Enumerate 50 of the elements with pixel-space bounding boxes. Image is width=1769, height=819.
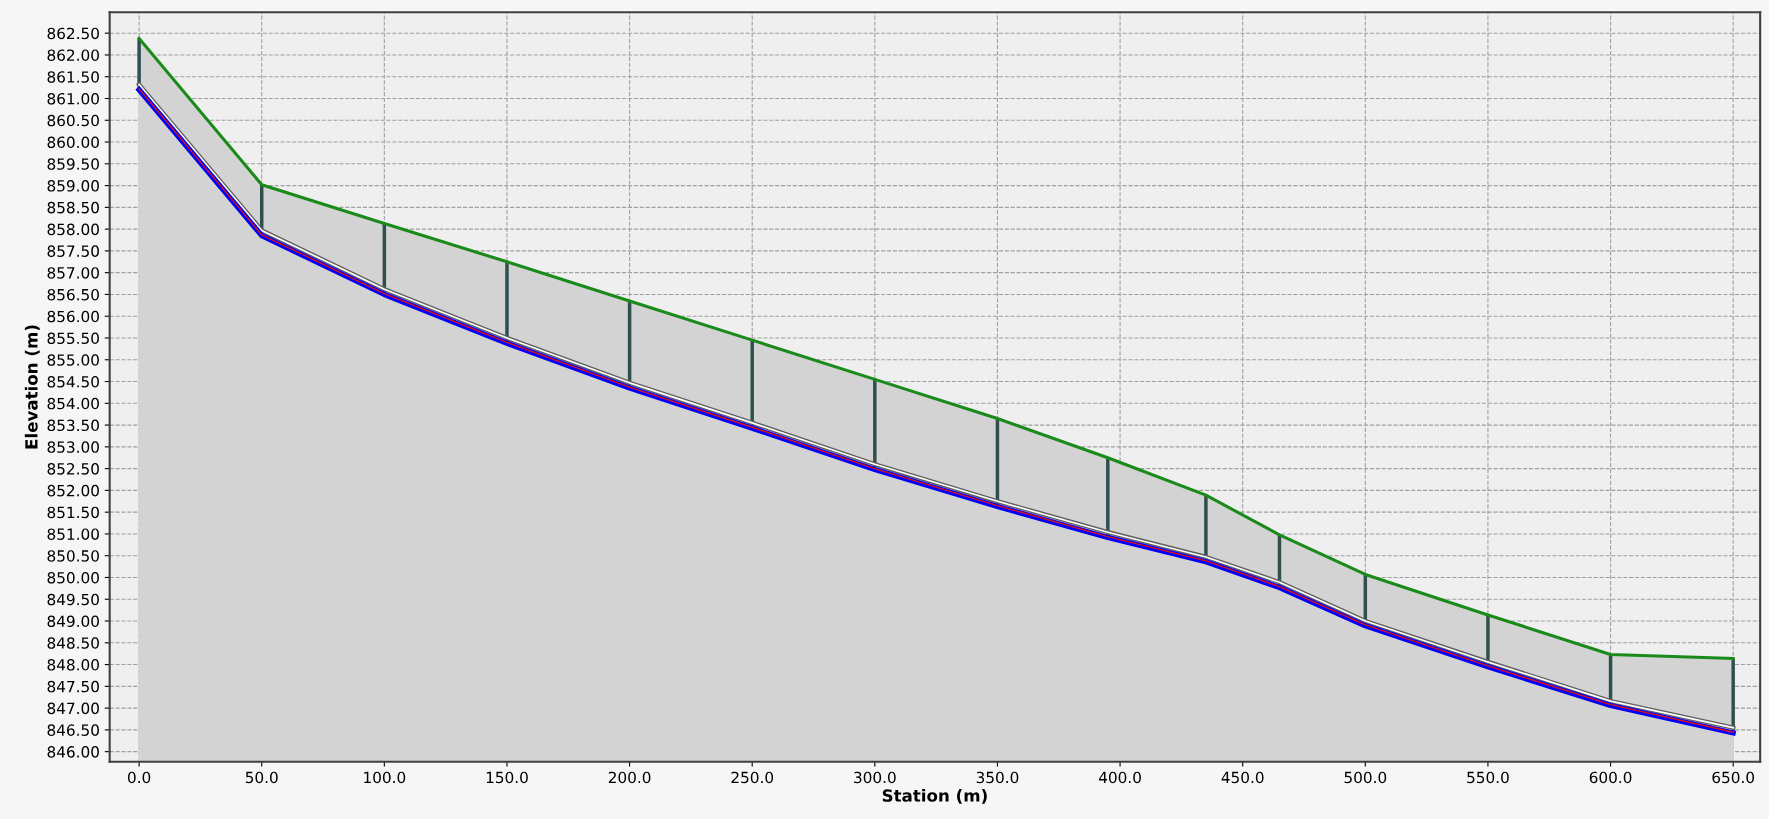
x-tick-label: 250.0 [731, 771, 774, 784]
y-tick-label: 855.50 [47, 332, 99, 345]
y-tick-label: 847.00 [47, 702, 99, 715]
y-tick-label: 848.50 [47, 637, 99, 649]
y-tick-label: 852.00 [47, 484, 99, 497]
y-tick-label: 857.50 [47, 245, 99, 257]
y-tick-label: 846.00 [47, 746, 99, 758]
y-tick-label: 854.50 [47, 376, 99, 388]
y-tick-label: 847.50 [47, 680, 99, 693]
x-tick-label: 0.0 [127, 771, 151, 784]
y-tick-label: 859.50 [47, 158, 99, 170]
y-tick-label: 855.00 [47, 354, 99, 366]
y-tick-label: 856.50 [47, 288, 99, 301]
x-tick-label: 200.0 [608, 771, 651, 784]
x-tick-label: 550.0 [1467, 771, 1509, 784]
y-axis-title: Elevation (m) [24, 325, 40, 449]
y-tick-label: 850.50 [47, 550, 99, 562]
y-tick-label: 860.00 [47, 136, 99, 149]
y-tick-label: 856.00 [47, 310, 99, 323]
x-tick-label: 600.0 [1589, 771, 1632, 784]
y-tick-label: 851.00 [47, 528, 99, 540]
y-tick-label: 852.50 [47, 463, 99, 475]
x-tick-label: 350.0 [976, 771, 1019, 784]
y-tick-label: 860.50 [47, 114, 99, 127]
y-tick-label: 857.00 [47, 267, 99, 279]
y-tick-label: 861.00 [47, 92, 99, 105]
y-tick-label: 848.00 [47, 659, 99, 671]
x-tick-label: 400.0 [1098, 771, 1141, 784]
y-tick-label: 853.50 [47, 419, 99, 432]
y-tick-label: 861.50 [47, 71, 99, 83]
y-tick-label: 862.00 [47, 49, 99, 61]
y-tick-label: 849.50 [47, 593, 99, 606]
x-tick-label: 650.0 [1712, 771, 1755, 784]
x-tick-label: 300.0 [854, 771, 896, 784]
x-tick-label: 50.0 [245, 771, 278, 784]
x-tick-label: 500.0 [1344, 771, 1387, 784]
y-tick-label: 853.00 [47, 441, 99, 453]
x-tick-label: 150.0 [486, 771, 528, 784]
x-tick-label: 100.0 [364, 771, 406, 784]
y-tick-label: 862.50 [47, 27, 99, 40]
y-tick-label: 846.50 [47, 724, 99, 736]
x-axis-title: Station (m) [882, 788, 987, 804]
x-tick-label: 450.0 [1221, 771, 1264, 784]
y-tick-label: 858.00 [47, 223, 99, 236]
y-tick-label: 850.00 [47, 571, 99, 584]
y-tick-label: 854.00 [47, 397, 99, 410]
y-tick-label: 849.00 [47, 615, 99, 628]
y-tick-label: 858.50 [47, 201, 99, 214]
y-tick-label: 859.00 [47, 180, 99, 192]
y-tick-label: 851.50 [47, 506, 99, 519]
